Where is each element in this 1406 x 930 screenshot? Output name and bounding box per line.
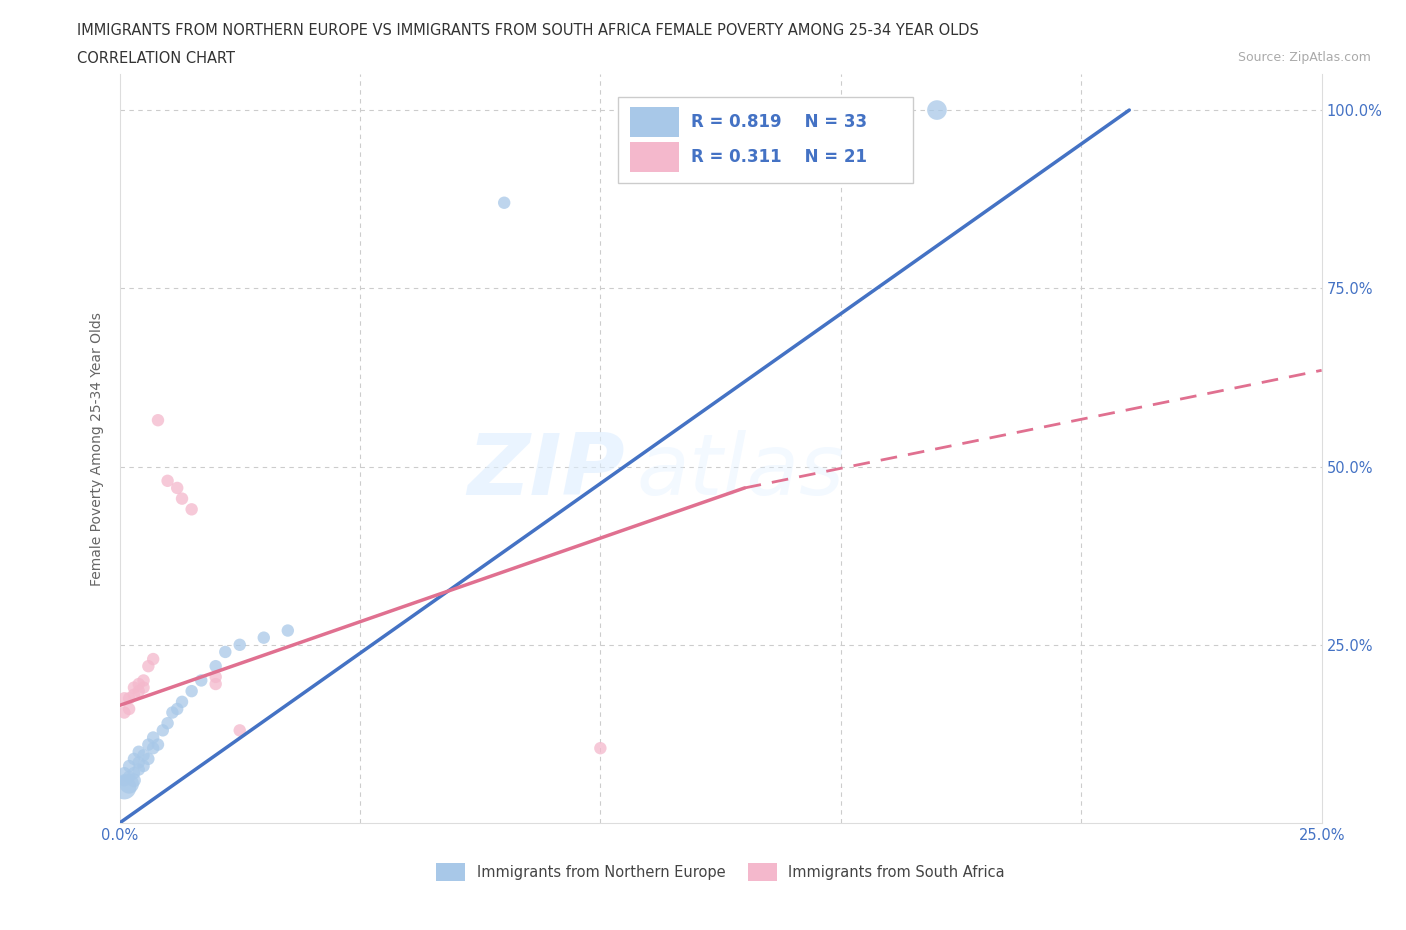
Point: [166, 481, 188, 496]
Point: [122, 751, 145, 766]
Point: [589, 740, 612, 755]
Point: [112, 780, 135, 795]
Point: [118, 759, 141, 774]
Point: [138, 737, 160, 752]
Point: [228, 723, 252, 737]
Point: [162, 705, 184, 720]
Point: [118, 769, 141, 784]
FancyBboxPatch shape: [630, 107, 679, 137]
Point: [146, 737, 169, 752]
Text: ZIP: ZIP: [467, 430, 624, 512]
Point: [214, 644, 236, 659]
Point: [138, 658, 160, 673]
Point: [118, 777, 141, 791]
Y-axis label: Female Poverty Among 25-34 Year Olds: Female Poverty Among 25-34 Year Olds: [90, 312, 104, 586]
Point: [128, 744, 150, 759]
Point: [112, 773, 135, 788]
Point: [142, 740, 165, 755]
Point: [112, 705, 135, 720]
Point: [122, 765, 145, 780]
Point: [180, 684, 202, 698]
Point: [190, 673, 212, 688]
Text: R = 0.819    N = 33: R = 0.819 N = 33: [690, 113, 866, 130]
Point: [128, 684, 150, 698]
Point: [142, 652, 165, 667]
Point: [122, 773, 145, 788]
Point: [253, 631, 276, 645]
Legend: Immigrants from Northern Europe, Immigrants from South Africa: Immigrants from Northern Europe, Immigra…: [430, 857, 1011, 887]
FancyBboxPatch shape: [630, 141, 679, 172]
Text: atlas: atlas: [637, 430, 845, 512]
Point: [128, 763, 150, 777]
Point: [156, 716, 179, 731]
Point: [152, 723, 174, 737]
Point: [170, 491, 193, 506]
Point: [118, 691, 141, 706]
Point: [132, 759, 155, 774]
Point: [112, 691, 135, 706]
Point: [142, 730, 165, 745]
Point: [122, 687, 145, 702]
Point: [132, 673, 155, 688]
Point: [128, 755, 150, 770]
Point: [138, 751, 160, 766]
Point: [180, 502, 202, 517]
Point: [118, 701, 141, 716]
Point: [122, 680, 145, 695]
FancyBboxPatch shape: [619, 97, 912, 183]
Text: Source: ZipAtlas.com: Source: ZipAtlas.com: [1237, 51, 1371, 64]
Point: [146, 413, 169, 428]
Point: [228, 637, 252, 652]
Text: IMMIGRANTS FROM NORTHERN EUROPE VS IMMIGRANTS FROM SOUTH AFRICA FEMALE POVERTY A: IMMIGRANTS FROM NORTHERN EUROPE VS IMMIG…: [77, 23, 979, 38]
Point: [925, 102, 948, 117]
Point: [170, 695, 193, 710]
Text: R = 0.311    N = 21: R = 0.311 N = 21: [690, 148, 866, 166]
Point: [494, 195, 516, 210]
Point: [204, 670, 226, 684]
Point: [128, 677, 150, 692]
Point: [112, 765, 135, 780]
Point: [156, 473, 179, 488]
Text: CORRELATION CHART: CORRELATION CHART: [77, 51, 235, 66]
Point: [132, 748, 155, 763]
Point: [204, 677, 226, 692]
Point: [204, 658, 226, 673]
Point: [132, 680, 155, 695]
Point: [277, 623, 299, 638]
Point: [166, 701, 188, 716]
